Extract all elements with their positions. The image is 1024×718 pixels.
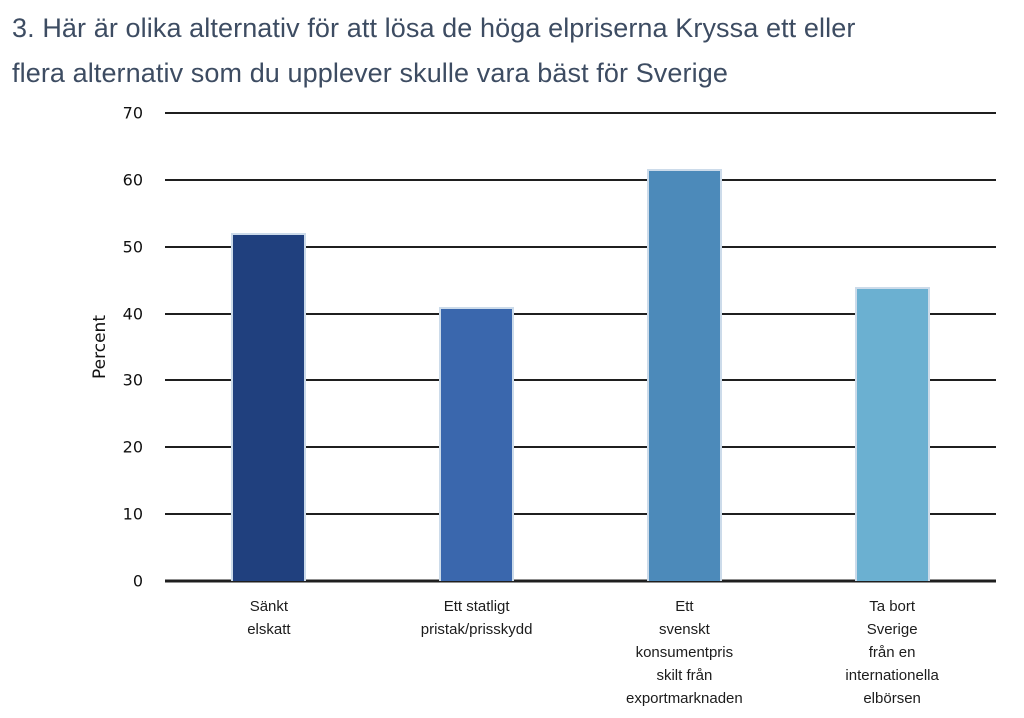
x-tick-label-sankt-elskatt: Sänkt elskatt xyxy=(247,598,291,638)
plot-area xyxy=(165,112,996,583)
x-axis: Sänkt elskatt Ett statligt pristak/priss… xyxy=(0,595,1024,718)
y-tick-label: 20 xyxy=(122,437,143,457)
bar-ta-bort-sverige-elborsen xyxy=(854,286,930,581)
gridline xyxy=(165,513,996,516)
y-tick-label: 70 xyxy=(122,103,143,123)
x-tick-label-ta-bort-sverige: Ta bort Sverige från en internationella … xyxy=(845,598,939,707)
y-axis-label: Percent xyxy=(90,315,110,379)
x-tick-label-svenskt-konsumentpris: Ett svenskt konsumentpris skilt från exp… xyxy=(626,598,743,707)
gridline xyxy=(165,312,996,315)
y-tick-label: 40 xyxy=(122,304,143,324)
gridline xyxy=(165,446,996,449)
y-tick-label: 0 xyxy=(132,571,143,591)
y-tick-label: 50 xyxy=(122,237,143,257)
bar-sankt-elskatt xyxy=(231,233,307,581)
gridline xyxy=(165,379,996,382)
x-axis-baseline xyxy=(165,579,996,583)
x-tick-label-statligt-pristak: Ett statligt pristak/prisskydd xyxy=(420,598,533,638)
bar-svenskt-konsumentpris xyxy=(646,169,722,581)
y-tick-label: 30 xyxy=(122,370,143,390)
y-tick-label: 10 xyxy=(122,504,143,524)
gridline xyxy=(165,245,996,248)
gridline xyxy=(165,178,996,181)
y-axis: 0 10 20 30 40 50 60 70 xyxy=(0,104,143,591)
chart-title: 3. Här är olika alternativ för att lösa … xyxy=(12,13,856,88)
y-tick-label: 60 xyxy=(122,170,143,190)
gridline xyxy=(165,112,996,114)
bar-statligt-pristak-prisskydd xyxy=(439,306,515,581)
